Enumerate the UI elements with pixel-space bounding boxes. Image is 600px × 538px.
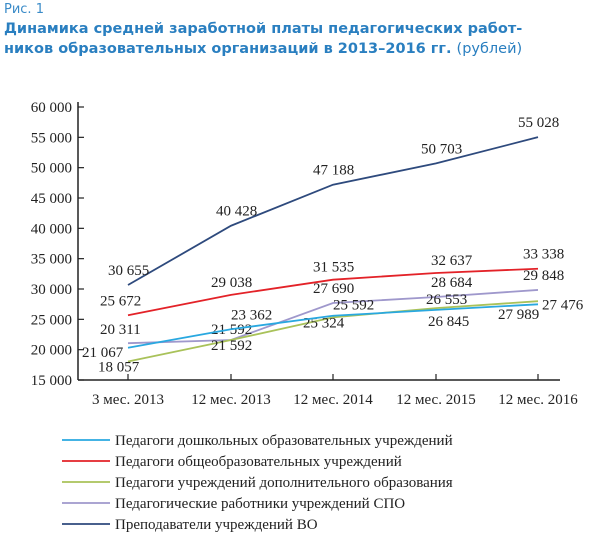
data-label: 18 057 [98,359,140,375]
x-tick-label: 12 мес. 2015 [396,392,475,408]
chart-title: Динамика средней заработной платы педаго… [4,19,522,59]
data-label: 40 428 [216,204,257,220]
data-label: 25 324 [303,315,345,331]
y-tick-label: 15 000 [31,373,72,389]
data-label: 55 028 [518,115,559,131]
series-line [127,289,539,345]
y-tick-label: 30 000 [31,282,72,298]
data-label: 20 311 [100,322,141,338]
y-tick-label: 60 000 [31,100,72,116]
series-line [127,267,539,317]
data-label: 30 655 [108,263,149,279]
legend-label: Педагоги учреждений дополнительного обра… [115,475,453,491]
data-label: 26 553 [426,292,467,308]
data-label: 47 188 [313,163,354,179]
series-line [127,300,539,363]
data-label: 27 476 [542,297,584,313]
unit-label: (рублей) [456,41,523,57]
title-line-2: ников образовательных организаций в 2013… [4,41,452,57]
title-line-1: Динамика средней заработной платы педаго… [4,21,523,37]
data-label: 29 848 [523,268,564,284]
y-tick-label: 25 000 [31,312,72,328]
x-tick-label: 12 мес. 2014 [293,392,373,408]
y-tick-label: 45 000 [31,191,72,207]
series-line [127,303,539,349]
y-tick-label: 35 000 [31,252,72,268]
series-line [127,136,539,286]
data-label: 25 672 [100,293,141,309]
chart-header: Рис. 1 Динамика средней заработной платы… [4,2,522,59]
data-label: 50 703 [421,141,462,157]
legend-label: Педагоги общеобразовательных учреждений [115,454,402,470]
data-label: 21 067 [82,345,124,361]
legend-label: Педагогические работники учреждений СПО [115,496,405,512]
legend-label: Преподаватели учреждений ВО [115,517,318,533]
data-label: 27 989 [498,307,539,323]
x-tick-label: 3 мес. 2013 [92,392,164,408]
y-tick-label: 50 000 [31,161,72,177]
y-tick-label: 55 000 [31,130,72,146]
data-label: 21 592 [211,338,252,354]
data-label: 27 690 [313,281,354,297]
y-tick-label: 20 000 [31,343,72,359]
figure-label: Рис. 1 [4,2,44,17]
x-tick-label: 12 мес. 2016 [498,392,578,408]
y-tick-label: 40 000 [31,221,72,237]
data-label: 26 845 [428,314,469,330]
data-label: 23 362 [231,307,272,323]
data-label: 33 338 [523,247,564,263]
legend-label: Педагоги дошкольных образовательных учре… [115,433,453,449]
data-label: 29 038 [211,275,252,291]
data-label: 32 637 [431,253,473,269]
x-tick-label: 12 мес. 2013 [191,392,270,408]
data-label: 28 684 [431,275,473,291]
data-label: 25 592 [333,298,374,314]
data-label: 31 535 [313,260,354,276]
